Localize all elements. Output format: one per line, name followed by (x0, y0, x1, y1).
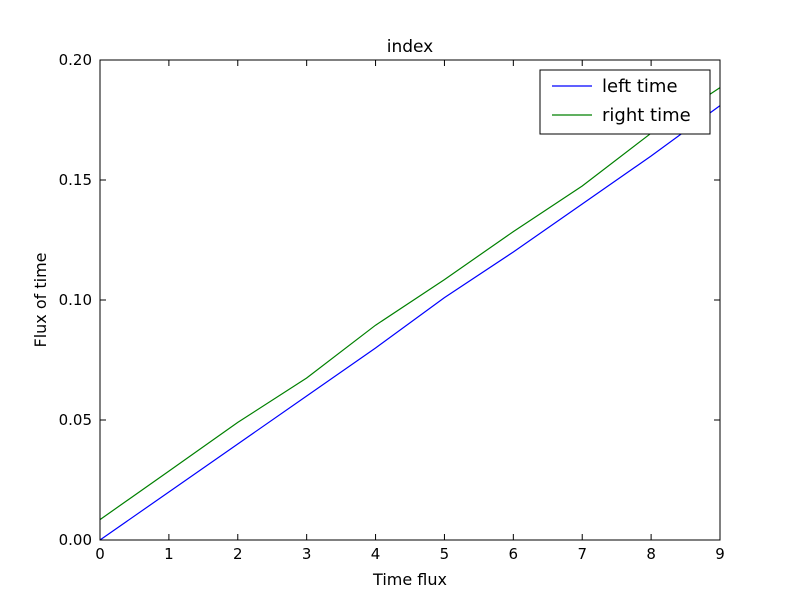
legend-label-0: left time (602, 76, 678, 97)
legend-label-1: right time (602, 105, 691, 126)
x-tick-label: 8 (646, 545, 656, 563)
x-axis: 0 1 2 3 4 5 6 7 8 9 (95, 60, 725, 563)
legend: left time right time (539, 69, 711, 135)
x-tick-label: 2 (233, 545, 243, 563)
y-tick-label: 0.10 (59, 291, 92, 309)
y-tick-label: 0.15 (59, 171, 92, 189)
y-axis-label: Flux of time (31, 253, 50, 348)
legend-box (539, 69, 711, 135)
series-layer (99, 87, 721, 541)
series-line-1 (99, 87, 721, 521)
x-tick-label: 7 (577, 545, 587, 563)
x-tick-label: 9 (715, 545, 725, 563)
x-tick-label: 3 (302, 545, 312, 563)
chart-title: index (387, 37, 434, 57)
series-line-0 (99, 105, 721, 541)
x-tick-label: 5 (440, 545, 450, 563)
x-tick-label: 4 (371, 545, 381, 563)
x-axis-label: Time flux (372, 570, 447, 589)
x-tick-label: 6 (509, 545, 519, 563)
y-tick-label: 0.20 (59, 51, 92, 69)
y-axis: 0.00 0.05 0.10 0.15 0.20 (59, 51, 720, 549)
y-tick-label: 0.05 (59, 411, 92, 429)
x-tick-label: 0 (95, 545, 105, 563)
x-tick-label: 1 (164, 545, 174, 563)
y-tick-label: 0.00 (59, 531, 92, 549)
